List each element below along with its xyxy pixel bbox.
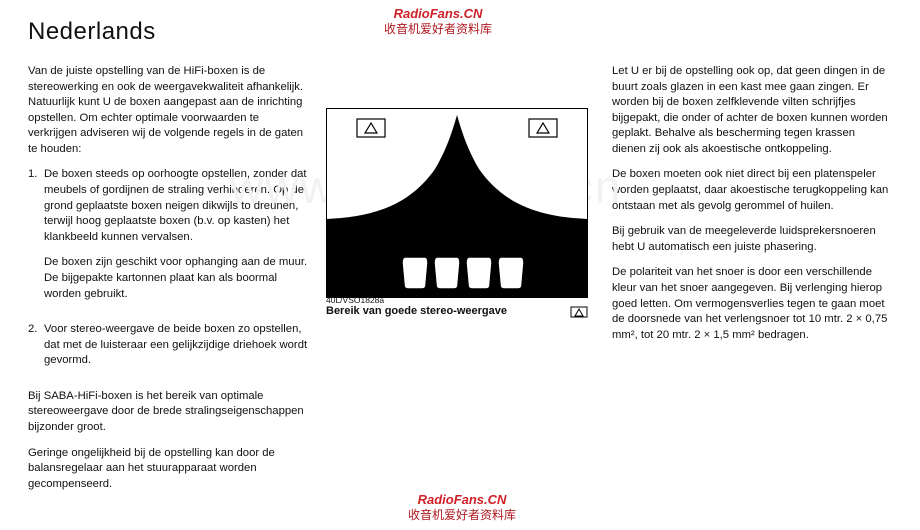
watermark-line1: RadioFans.CN xyxy=(408,492,516,508)
right-p1: Let U er bij de opstelling ook op, dat g… xyxy=(612,64,892,157)
figure-stereo-range xyxy=(326,108,588,298)
list1-para-a: De boxen steeds op oorhoogte opstellen, … xyxy=(44,167,308,245)
right-p4: De polariteit van het snoer is door een … xyxy=(612,265,892,343)
column-right: Let U er bij de opstelling ook op, dat g… xyxy=(612,64,892,520)
watermark-line2: 收音机爱好者资料库 xyxy=(384,22,492,36)
list-item-1: 1. De boxen steeds op oorhoogte opstelle… xyxy=(28,167,308,312)
seat-icon xyxy=(434,257,460,289)
paragraph-balance: Geringe ongelijkheid bij de opstelling k… xyxy=(28,446,308,493)
speaker-right-icon xyxy=(529,119,557,137)
seat-icon xyxy=(498,257,524,289)
list-number: 2. xyxy=(28,322,44,379)
right-p3: Bij gebruik van de meegeleverde luidspre… xyxy=(612,224,892,255)
column-middle: 40L/VSO1828a Bereik van goede stereo-wee… xyxy=(326,64,594,520)
watermark-bottom: RadioFans.CN 收音机爱好者资料库 xyxy=(408,492,516,522)
watermark-line1: RadioFans.CN xyxy=(384,6,492,22)
watermark-top: RadioFans.CN 收音机爱好者资料库 xyxy=(384,6,492,36)
seat-icon xyxy=(466,257,492,289)
right-p2: De boxen moeten ook niet direct bij een … xyxy=(612,167,892,214)
list-item-2: 2. Voor stereo-weergave de beide boxen z… xyxy=(28,322,308,379)
list-number: 1. xyxy=(28,167,44,312)
list2-para: Voor stereo-weergave de beide boxen zo o… xyxy=(44,322,308,369)
watermark-line2: 收音机爱好者资料库 xyxy=(408,508,516,522)
figure-svg xyxy=(327,109,587,297)
caption-speaker-icon xyxy=(570,306,588,318)
intro-paragraph: Van de juiste opstelling van de HiFi-box… xyxy=(28,64,308,157)
columns: Van de juiste opstelling van de HiFi-box… xyxy=(28,64,898,520)
page: Nederlands Van de juiste opstelling van … xyxy=(0,0,920,530)
paragraph-saba: Bij SABA-HiFi-boxen is het bereik van op… xyxy=(28,389,308,436)
figure-code: 40L/VSO1828a xyxy=(326,295,384,307)
list1-para-b: De boxen zijn geschikt voor ophanging aa… xyxy=(44,255,308,302)
seat-icon xyxy=(402,257,428,289)
speaker-left-icon xyxy=(357,119,385,137)
column-left: Van de juiste opstelling van de HiFi-box… xyxy=(28,64,308,520)
